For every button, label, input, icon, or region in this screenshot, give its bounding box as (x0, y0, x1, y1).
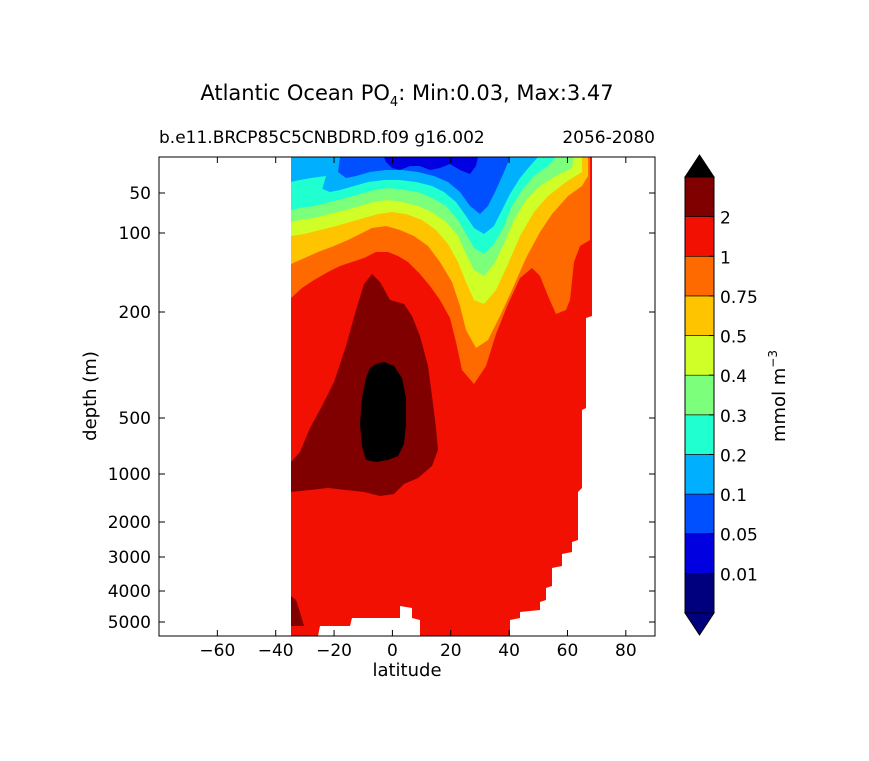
x-tick-label: 60 (557, 641, 579, 661)
x-tick-label: −20 (316, 641, 352, 661)
colorbar-frame (684, 176, 715, 614)
colorbar-segment (684, 335, 715, 376)
x-tick-label: 0 (387, 641, 398, 661)
colorbar-level-label: 0.1 (720, 486, 747, 506)
colorbar-level-label: 2 (720, 209, 731, 229)
colorbar-segment (684, 414, 715, 455)
contour-region-surface-left (291, 157, 340, 182)
y-tick-label: 50 (129, 184, 151, 204)
y-axis-label: depth (m) (80, 351, 101, 441)
y-tick-label: 500 (119, 409, 151, 429)
y-tick-label: 3000 (108, 548, 151, 568)
colorbar-level-label: 0.2 (720, 446, 747, 466)
colorbar-segment (684, 493, 715, 535)
colorbar-segment (684, 573, 715, 614)
x-tick-label: −60 (199, 641, 235, 661)
colorbar-level-label: 0.3 (720, 407, 747, 427)
colorbar-level-label: 0.5 (720, 328, 747, 348)
y-tick-label: 2000 (108, 513, 151, 533)
colorbar-over-arrow (684, 154, 715, 178)
colorbar-level-label: 0.01 (720, 565, 758, 585)
y-axis: 50 100 200 500 1000 2000 3000 4000 5000 (108, 184, 655, 633)
y-tick-label: 100 (119, 224, 151, 244)
x-axis: −60 −40 −20 0 20 40 60 80 (199, 157, 637, 661)
colorbar-segment (684, 255, 715, 297)
contour-region-max-core (360, 362, 406, 462)
colorbar-segment (684, 295, 715, 336)
colorbar-level-label: 1 (720, 248, 731, 268)
x-tick-label: −40 (258, 641, 294, 661)
chart-subtitle-left: b.e11.BRCP85C5CNBDRD.f09 g16.002 (159, 128, 485, 148)
colorbar: 0.01 0.05 0.1 0.2 0.3 0.4 0.5 0.75 1 2 (684, 154, 758, 636)
plot-frame (158, 156, 656, 637)
x-tick-label: 20 (440, 641, 462, 661)
colorbar-label: mmol m−3 (766, 350, 790, 442)
colorbar-level-label: 0.75 (720, 288, 758, 308)
colorbar-segment (684, 176, 715, 217)
colorbar-segment (684, 216, 715, 257)
chart-subtitle-right: 2056-2080 (562, 128, 655, 148)
chart-title: Atlantic Ocean PO4: Min:0.03, Max:3.47 (200, 81, 613, 110)
contour-region-surface-left-teal (291, 176, 326, 196)
x-axis-label: latitude (372, 660, 441, 681)
colorbar-segment (684, 533, 715, 574)
colorbar-level-label: 0.05 (720, 526, 758, 546)
contour-field (291, 157, 592, 636)
colorbar-under-arrow (684, 612, 715, 636)
contour-region-gt-2-deep (291, 596, 304, 626)
x-tick-label: 40 (498, 641, 520, 661)
colorbar-segment (684, 374, 715, 416)
y-tick-label: 5000 (108, 613, 151, 633)
y-tick-label: 1000 (108, 465, 151, 485)
y-tick-label: 200 (119, 303, 151, 323)
y-tick-label: 4000 (108, 582, 151, 602)
x-tick-label: 80 (615, 641, 637, 661)
colorbar-level-label: 0.4 (720, 367, 747, 387)
contour-region-0.01-0.05 (384, 157, 478, 174)
colorbar-segment (684, 454, 715, 495)
